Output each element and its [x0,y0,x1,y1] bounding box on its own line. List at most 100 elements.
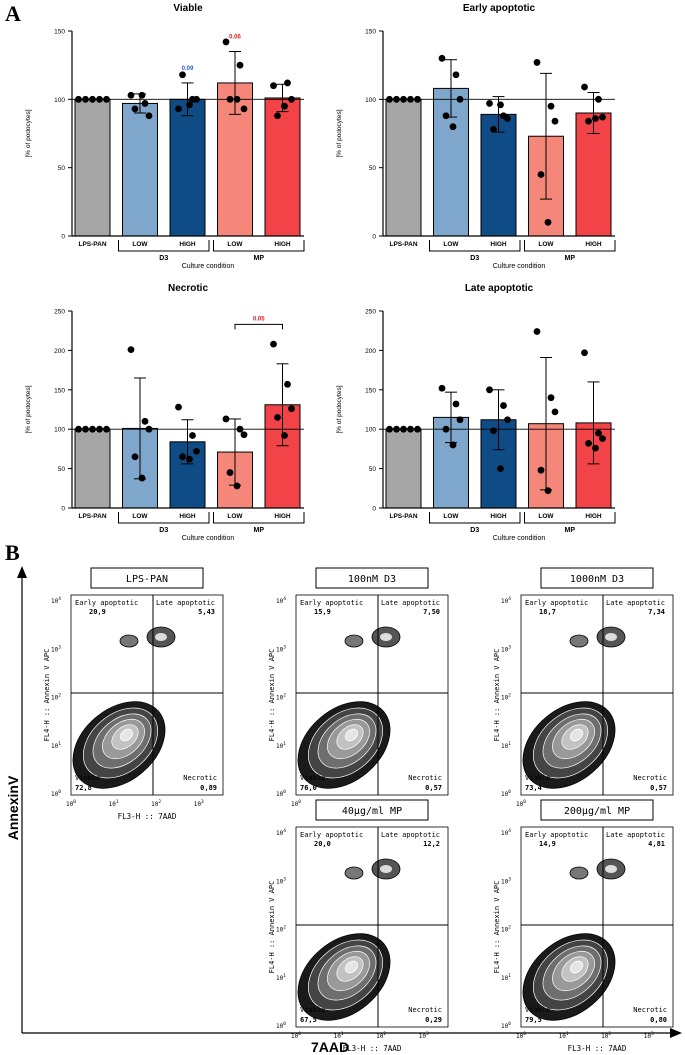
density-contour [119,728,134,742]
y-tick-label: 150 [54,29,65,36]
y-tick-exponent: 4 [58,596,61,602]
y-tick-exponent: 1 [283,741,286,747]
bar [122,102,158,237]
y-tick-exponent: 0 [283,789,286,795]
x-tick-exponent: 2 [158,799,161,805]
data-point [486,386,493,394]
data-point [222,415,230,423]
y-tick-label: 150 [365,29,376,36]
y-tick-label: 101 [51,741,61,750]
data-point [497,465,504,472]
data-point [490,427,497,435]
quadrant-viable-label: Viable [300,774,325,782]
x-axis-label: Culture condition [182,263,235,270]
data-point [537,466,545,474]
data-point [175,105,182,113]
quadrant-necrotic-label: Necrotic [633,1006,667,1014]
x-tick-exponent: 3 [426,1031,429,1037]
x-tick-label: HIGH [585,241,602,248]
data-point [270,340,277,348]
y-tick-label: 150 [365,387,376,394]
data-point [592,444,599,452]
group-label: MP [254,527,265,534]
x-tick-label: LPS-PAN [78,241,106,248]
x-tick-label: HIGH [585,513,602,520]
data-point [504,115,511,122]
quadrant-viable-value: 79,5 [525,1016,542,1024]
y-tick-label: 103 [501,876,511,885]
x-tick-label: 103 [194,799,204,808]
density-contour [344,728,359,742]
x-tick-label: 100 [516,799,526,808]
data-point [75,425,82,433]
data-point [581,83,588,91]
chart-title: Necrotic [168,283,208,294]
y-tick-label: 101 [276,741,286,750]
y-tick-exponent: 3 [508,644,511,650]
data-point [138,474,146,482]
y-tick-exponent: 0 [508,1021,511,1027]
data-point [595,95,602,103]
quadrant-early-value: 18,7 [539,608,556,616]
quadrant-viable-label: Viable [525,774,550,782]
data-point [179,453,186,461]
data-point [551,408,559,416]
flow-title: 40µg/ml MP [342,806,402,817]
p-value-label: 0.06 [229,35,241,41]
late-apoptotic-core [155,633,167,641]
y-arrowhead-icon [17,566,27,578]
flow-title: 100nM D3 [348,574,396,585]
y-tick-label: 50 [58,165,66,172]
early-apoptotic-cluster [344,634,364,648]
y-tick-label: 150 [54,387,65,394]
y-tick-exponent: 1 [58,741,61,747]
flow-y-label: FL4-H :: Annexin V APC [268,649,276,742]
data-point [452,400,460,408]
data-point [96,425,103,433]
y-tick-label: 103 [51,644,61,653]
y-tick-label: 100 [365,427,376,434]
y-tick-exponent: 1 [508,973,511,979]
quadrant-early-label: Early apoptotic [300,599,363,607]
y-tick-label: 102 [276,693,286,702]
data-point [551,117,559,125]
y-tick-exponent: 3 [58,644,61,650]
y-tick-label: 50 [369,466,377,473]
data-point [585,439,592,447]
quadrant-necrotic-label: Necrotic [633,774,667,782]
quadrant-viable-value: 73,4 [525,784,542,792]
data-point [400,425,407,433]
data-point [75,95,82,103]
x-tick-exponent: 0 [298,1031,301,1037]
data-point [490,125,497,133]
x-tick-label: LOW [227,241,243,248]
data-point [284,380,291,388]
bar-chart-3: Late apoptotic [% of podocytes] 0 50 100 150 2… [336,283,616,542]
x-tick-label: 102 [601,1031,611,1040]
data-point [103,95,110,103]
y-tick-label: 102 [276,925,286,934]
y-tick-exponent: 2 [58,693,61,699]
quadrant-late-label: Late apoptotic [156,599,215,607]
data-point [89,425,96,433]
x-tick-label: 101 [559,1031,569,1040]
flow-y-label: FL4-H :: Annexin V APC [43,649,51,742]
quadrant-viable-value: 76,0 [300,784,317,792]
y-tick-exponent: 2 [508,693,511,699]
quadrant-necrotic-value: 0,29 [425,1016,442,1024]
data-point [386,95,393,103]
y-tick-label: 100 [51,789,61,798]
flow-title-box [315,567,429,589]
group-bracket [213,240,305,252]
y-tick-label: 0 [61,506,65,513]
data-point [288,405,295,413]
y-tick-exponent: 0 [283,1021,286,1027]
early-apoptotic-cluster [344,866,364,880]
group-bracket [429,512,521,524]
y-tick-label: 104 [501,596,511,605]
data-point [599,113,606,121]
data-point [452,71,460,79]
data-point [442,112,450,120]
